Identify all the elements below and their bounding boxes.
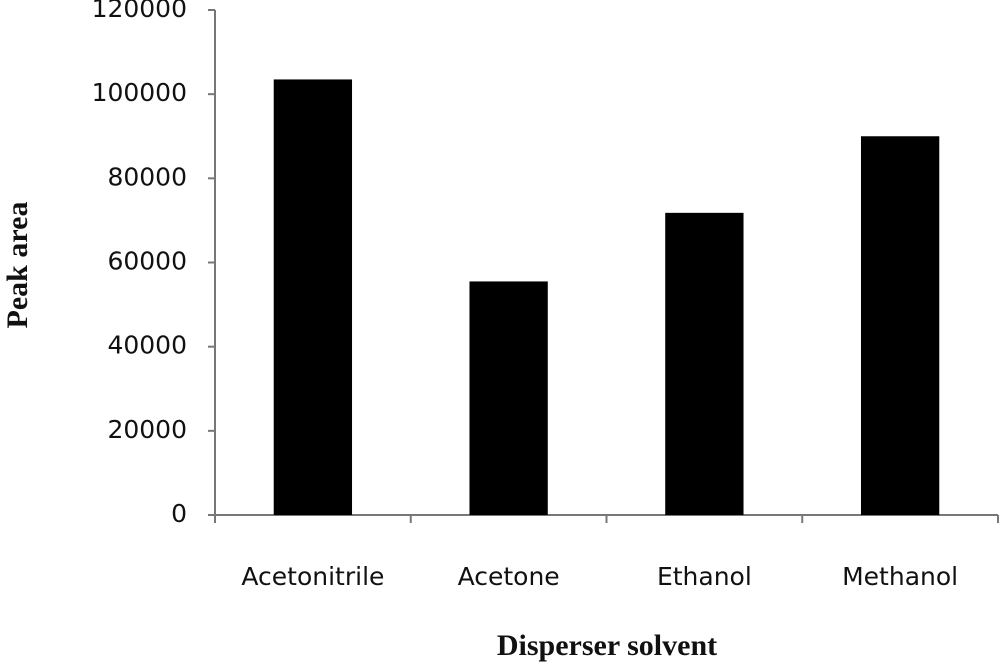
x-tick-label: Ethanol	[657, 562, 752, 591]
bar	[469, 281, 548, 515]
y-tick-label: 20000	[107, 415, 187, 444]
x-tick-label: Acetonitrile	[241, 562, 384, 591]
y-tick-label: 40000	[107, 331, 187, 360]
y-tick-label: 80000	[107, 162, 187, 191]
y-tick-label: 100000	[92, 78, 187, 107]
x-tick-label: Acetone	[458, 562, 560, 591]
x-tick-label: Methanol	[842, 562, 958, 591]
bar	[860, 136, 940, 515]
bar	[665, 212, 744, 515]
y-tick-label: 120000	[92, 0, 187, 23]
y-tick-label: 60000	[107, 247, 187, 276]
y-axis-title: Peak area	[1, 202, 34, 329]
bar	[273, 79, 353, 515]
y-tick-label: 0	[171, 499, 187, 528]
x-axis-title: Disperser solvent	[497, 629, 717, 662]
